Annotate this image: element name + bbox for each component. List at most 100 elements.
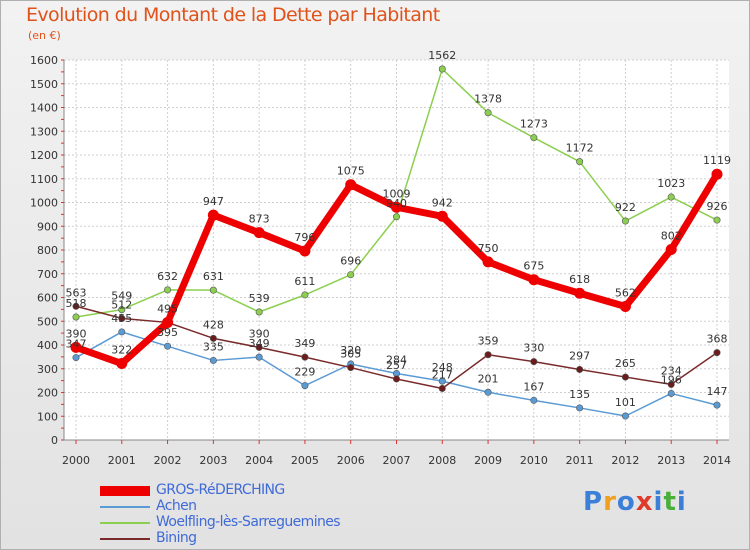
y-tick-label: 900 (37, 220, 58, 233)
data-point (574, 287, 586, 299)
y-tick-label: 800 (37, 244, 58, 257)
x-tick-label: 2002 (154, 454, 182, 467)
data-point (391, 201, 402, 213)
x-tick-label: 2013 (657, 454, 685, 467)
data-point (70, 341, 82, 353)
data-label: 942 (432, 196, 453, 209)
data-point (438, 377, 446, 385)
data-point (667, 389, 675, 397)
data-point (438, 384, 446, 392)
data-point (713, 401, 721, 409)
logo-letter: r (603, 487, 617, 517)
x-tick-label: 2010 (520, 454, 548, 467)
data-label: 135 (569, 388, 590, 401)
data-label: 217 (432, 368, 453, 381)
data-label: 248 (432, 361, 453, 374)
y-tick-label: 100 (37, 410, 58, 423)
data-label: 390 (249, 327, 270, 340)
legend-label: Achen (156, 498, 197, 514)
data-labels: 390 322 495 947 873 796 1075 1009 942 750 675 618 56… (66, 49, 732, 409)
data-label: 349 (249, 337, 270, 350)
x-tick-label: 2008 (428, 454, 456, 467)
axes: 0 100 200 300 400 500 600 700 800 900 1000 1100 1200… (30, 54, 731, 467)
data-label: 297 (569, 349, 590, 362)
data-point (301, 291, 309, 299)
x-tick-label: 2003 (199, 454, 227, 467)
data-label: 549 (111, 290, 132, 303)
data-point (72, 354, 80, 362)
data-point (118, 328, 126, 336)
y-tick-label: 500 (37, 315, 58, 328)
data-label: 1172 (566, 142, 594, 155)
data-point (392, 375, 400, 383)
data-point (162, 316, 174, 328)
x-tick-label: 2007 (383, 454, 411, 467)
legend-label: Bining (156, 530, 197, 546)
data-point (164, 342, 172, 350)
data-point (711, 168, 723, 180)
data-point (301, 382, 309, 390)
data-label: 201 (478, 372, 499, 385)
logo-letter: P (583, 487, 604, 517)
data-label: 167 (523, 380, 544, 393)
data-label: 562 (615, 287, 636, 300)
y-tick-label: 300 (37, 363, 58, 376)
legend-swatch (100, 522, 150, 524)
data-label: 257 (386, 359, 407, 372)
data-label: 495 (157, 302, 178, 315)
data-point (713, 349, 721, 357)
data-label: 1378 (474, 93, 502, 106)
data-point (392, 213, 400, 221)
data-label: 147 (707, 385, 728, 398)
data-point (621, 412, 629, 420)
chart-subtitle: (en €) (28, 29, 61, 42)
y-tick-label: 600 (37, 292, 58, 305)
x-tick-label: 2005 (291, 454, 319, 467)
data-point (118, 306, 126, 314)
data-point (621, 217, 629, 225)
logo-letter: o (616, 487, 636, 517)
data-label: 322 (111, 344, 132, 357)
data-point (72, 313, 80, 321)
data-point (482, 256, 494, 268)
data-point (530, 134, 538, 142)
x-tick-label: 2011 (566, 454, 594, 467)
data-label: 347 (66, 338, 87, 351)
data-point (619, 301, 631, 313)
x-tick-label: 2000 (62, 454, 90, 467)
y-tick-label: 1600 (30, 54, 58, 67)
data-label: 330 (523, 342, 544, 355)
data-point (667, 193, 675, 201)
data-point (528, 274, 540, 286)
data-label: 518 (66, 297, 87, 310)
data-label: 1009 (383, 187, 411, 200)
data-point (484, 351, 492, 359)
data-label: 611 (294, 275, 315, 288)
data-point (299, 245, 311, 257)
data-point (576, 365, 584, 373)
data-label: 234 (661, 364, 682, 377)
legend-label: Woelfling-lès-Sarreguemines (156, 514, 341, 530)
data-point (164, 286, 172, 294)
data-label: 265 (615, 357, 636, 370)
data-label: 284 (386, 354, 407, 367)
legend-swatch (100, 538, 150, 540)
data-point (347, 364, 355, 372)
y-tick-label: 1000 (30, 197, 58, 210)
series-layer (70, 65, 723, 420)
y-tick-label: 1200 (30, 149, 58, 162)
data-point (667, 380, 675, 388)
data-point (484, 109, 492, 117)
data-label: 618 (569, 273, 590, 286)
data-label: 873 (249, 213, 270, 226)
data-point (301, 353, 309, 361)
data-label: 539 (249, 292, 270, 305)
y-tick-label: 1300 (30, 125, 58, 138)
y-tick-label: 700 (37, 268, 58, 281)
data-label: 349 (294, 337, 315, 350)
data-point (530, 396, 538, 404)
data-label: 802 (661, 230, 682, 243)
proxiti-logo: Proxiti (583, 487, 687, 517)
data-point (253, 227, 265, 239)
